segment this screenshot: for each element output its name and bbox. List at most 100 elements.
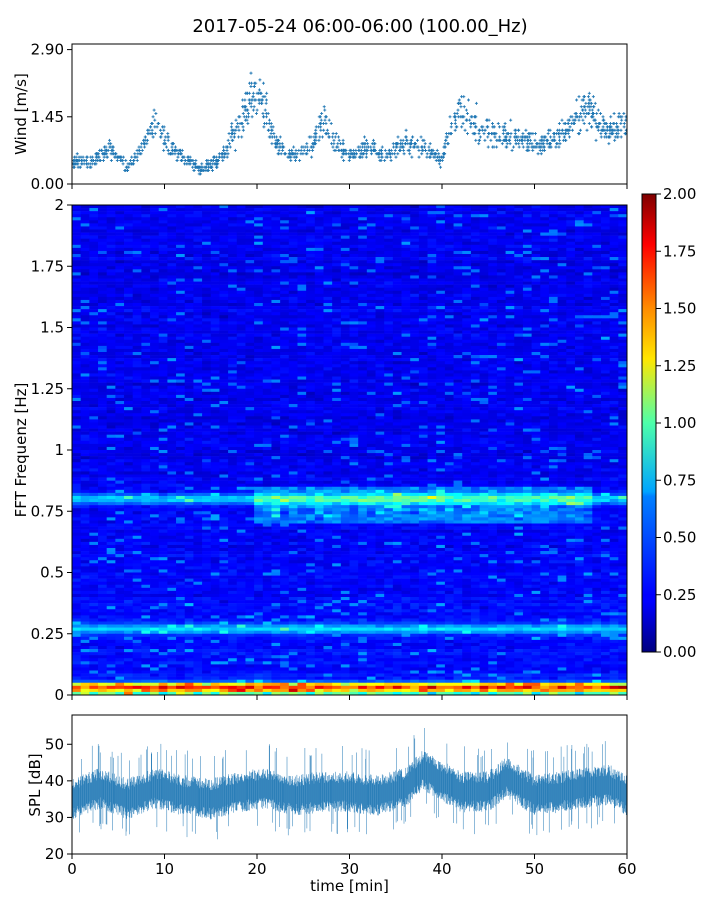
- heatmap-cell: [340, 370, 350, 374]
- heatmap-cell: [219, 370, 229, 374]
- heatmap-cell: [106, 336, 116, 341]
- heatmap-cell: [306, 352, 316, 356]
- wind-point: [222, 148, 226, 152]
- heatmap-cell: [427, 336, 437, 341]
- heatmap-cell: [444, 293, 454, 298]
- heatmap-cell: [98, 318, 108, 322]
- heatmap-cell: [531, 287, 541, 292]
- heatmap-cell: [340, 241, 350, 246]
- heatmap-cell: [557, 275, 567, 279]
- heatmap-cell: [366, 229, 376, 233]
- heatmap-cell: [340, 339, 350, 344]
- heatmap-cell: [540, 235, 550, 239]
- heatmap-cell: [540, 244, 550, 249]
- wind-point: [579, 105, 583, 109]
- heatmap-cell: [323, 315, 333, 319]
- heatmap-cell: [384, 244, 394, 249]
- wind-point: [583, 95, 587, 99]
- heatmap-cell: [531, 309, 541, 313]
- heatmap-cell: [262, 257, 272, 261]
- heatmap-cell: [436, 306, 446, 310]
- heatmap-cell: [288, 370, 298, 374]
- heatmap-cell: [141, 266, 151, 270]
- heatmap-cell: [288, 260, 298, 264]
- heatmap-cell: [72, 287, 82, 292]
- heatmap-cell: [340, 272, 350, 276]
- heatmap-cell: [609, 247, 619, 252]
- heatmap-cell: [609, 272, 619, 276]
- heatmap-cell: [150, 315, 160, 319]
- wind-point: [408, 152, 412, 156]
- heatmap-cell: [505, 257, 515, 261]
- heatmap-cell: [193, 290, 203, 295]
- heatmap-cell: [115, 330, 125, 334]
- heatmap-cell: [609, 315, 619, 319]
- heatmap-cell: [288, 358, 298, 362]
- heatmap-cell: [141, 315, 151, 319]
- wind-point: [363, 135, 367, 139]
- heatmap-cell: [219, 254, 229, 258]
- heatmap-cell: [184, 306, 194, 310]
- heatmap-cell: [202, 217, 212, 221]
- heatmap-cell: [332, 260, 342, 264]
- heatmap-cell: [488, 232, 498, 236]
- heatmap-cell: [566, 278, 576, 282]
- heatmap-cell: [219, 333, 229, 337]
- heatmap-cell: [349, 315, 359, 319]
- heatmap-cell: [436, 238, 446, 243]
- heatmap-cell: [583, 226, 593, 230]
- heatmap-cell: [202, 241, 212, 246]
- heatmap-cell: [132, 205, 142, 209]
- heatmap-cell: [132, 238, 142, 243]
- heatmap-cell: [228, 229, 238, 233]
- heatmap-cell: [358, 229, 368, 233]
- heatmap-cell: [401, 257, 411, 261]
- heatmap-cell: [488, 318, 498, 322]
- heatmap-cell: [453, 266, 463, 270]
- heatmap-cell: [531, 330, 541, 334]
- heatmap-cell: [167, 309, 177, 313]
- heatmap-cell: [176, 260, 186, 264]
- heatmap-cell: [124, 254, 134, 258]
- heatmap-cell: [479, 364, 489, 368]
- heatmap-cell: [410, 232, 420, 236]
- heatmap-cell: [80, 355, 90, 359]
- heatmap-cell: [618, 254, 627, 258]
- heatmap-cell: [280, 312, 290, 316]
- heatmap-cell: [89, 327, 99, 331]
- heatmap-cell: [479, 220, 489, 224]
- wind-point: [139, 145, 143, 149]
- heatmap-cell: [219, 284, 229, 288]
- heatmap-cell: [540, 257, 550, 261]
- heatmap-cell: [557, 361, 567, 365]
- heatmap-cell: [600, 303, 611, 307]
- heatmap-cell: [375, 260, 385, 264]
- heatmap-cell: [254, 364, 264, 368]
- heatmap-cell: [254, 278, 264, 282]
- heatmap-cell: [314, 324, 324, 328]
- heatmap-cell: [410, 247, 420, 252]
- wind-point: [264, 98, 268, 102]
- heatmap-cell: [444, 327, 454, 331]
- wind-point: [425, 155, 429, 159]
- heatmap-cell: [410, 260, 420, 264]
- heatmap-cell: [366, 211, 376, 215]
- wind-y-ticks: 0.001.452.90: [31, 41, 72, 193]
- heatmap-cell: [332, 355, 342, 359]
- heatmap-cell: [522, 260, 533, 264]
- heatmap-cell: [366, 232, 376, 236]
- heatmap-cell: [462, 290, 472, 295]
- heatmap-cell: [184, 272, 194, 276]
- wind-point: [566, 122, 570, 126]
- heatmap-cell: [80, 208, 90, 212]
- heatmap-cell: [306, 272, 316, 276]
- heatmap-cell: [89, 272, 99, 276]
- heatmap-cell: [141, 220, 151, 224]
- heatmap-cell: [540, 342, 550, 347]
- heatmap-cell: [141, 348, 151, 353]
- heatmap-cell: [418, 250, 428, 255]
- heatmap-cell: [332, 330, 342, 334]
- heatmap-cell: [488, 312, 498, 316]
- heatmap-cell: [479, 324, 489, 328]
- heatmap-cell: [436, 309, 446, 313]
